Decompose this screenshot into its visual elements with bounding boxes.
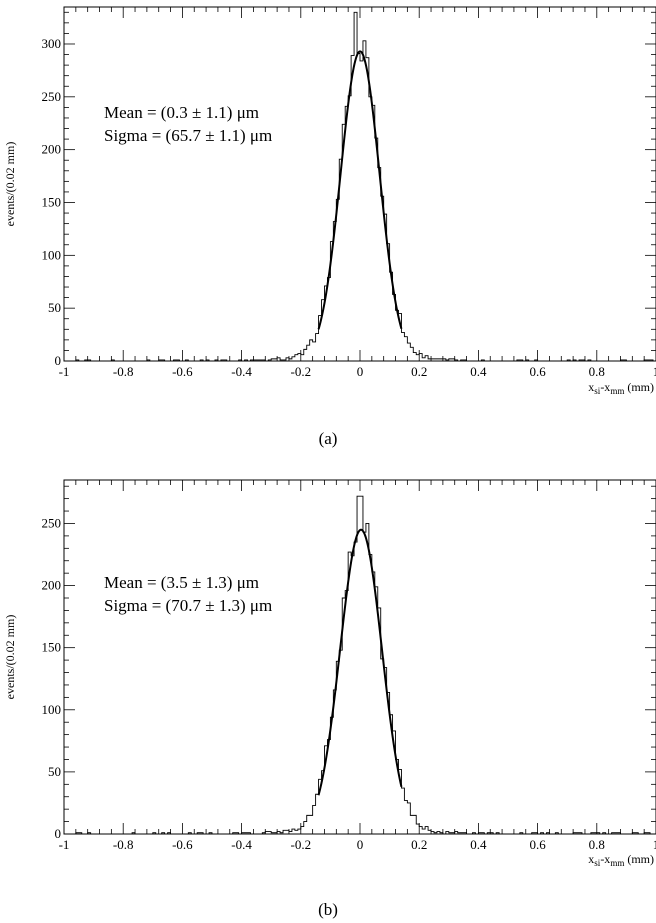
- y-tick-labels-b: 0 50 100 150 200 250: [42, 515, 62, 841]
- y-tick-label: 100: [42, 247, 62, 262]
- x-tick-label: 0.6: [529, 364, 546, 379]
- x-tick-label: -1: [59, 364, 70, 379]
- y-axis-title-a: events/(0.02 mm): [3, 142, 17, 227]
- x-tick-label: 0.8: [589, 837, 605, 852]
- x-tick-label: -0.6: [172, 364, 193, 379]
- y-tick-label: 250: [42, 89, 62, 104]
- histogram-a: [64, 11, 656, 362]
- x-tick-label: -0.8: [113, 837, 134, 852]
- y-tick-label: 50: [48, 764, 61, 779]
- mean-annotation-b: Mean = (3.5 ± 1.3) μm: [104, 573, 259, 592]
- y-tick-labels-a: 0 50 100 150 200 250 300: [42, 36, 62, 368]
- plot-frame-a: [63, 6, 656, 362]
- gaussian-fit-curve: [317, 528, 403, 796]
- x-tick-label: 0.8: [589, 364, 605, 379]
- sigma-annotation-b: Sigma = (70.7 ± 1.3) μm: [104, 596, 272, 615]
- x-tick-label: -0.6: [172, 837, 193, 852]
- y-tick-label: 250: [42, 515, 62, 530]
- y-tick-label: 200: [42, 142, 62, 157]
- panel-a: -1 -0.8 -0.6 -0.4 -0.2 0 0.2 0.4 0.6 0.8 1 0 50 100 1…: [3, 6, 656, 448]
- x-tick-label: -1: [59, 837, 70, 852]
- gaussian-fit-a: [317, 50, 403, 330]
- x-axis-title-a: xsi-xmm (mm): [588, 380, 654, 396]
- ticks-b: [63, 480, 656, 835]
- x-tick-label: 0.6: [529, 837, 546, 852]
- y-tick-label: 50: [48, 300, 61, 315]
- sigma-annotation-a: Sigma = (65.7 ± 1.1) μm: [104, 126, 272, 145]
- x-tick-label: 0: [357, 364, 364, 379]
- y-tick-label: 200: [42, 578, 62, 593]
- x-tick-label: 0.4: [470, 837, 487, 852]
- histogram-outline: [64, 495, 656, 835]
- x-axis-title-b: xsi-xmm (mm): [588, 852, 654, 868]
- gaussian-fit-curve: [317, 50, 403, 330]
- x-tick-label: -0.8: [113, 364, 134, 379]
- histogram-b: [64, 495, 656, 835]
- y-tick-label: 0: [55, 826, 62, 841]
- y-tick-label: 150: [42, 194, 62, 209]
- y-axis-title-b: events/(0.02 mm): [3, 615, 17, 700]
- x-tick-label: 0.2: [411, 364, 427, 379]
- x-tick-label: 0.2: [411, 837, 427, 852]
- x-tick-labels-a: -1 -0.8 -0.6 -0.4 -0.2 0 0.2 0.4 0.6 0.8 1: [59, 364, 656, 379]
- panel-caption-b: (b): [318, 900, 338, 919]
- x-tick-labels-b: -1 -0.8 -0.6 -0.4 -0.2 0 0.2 0.4 0.6 0.8 1: [59, 837, 656, 852]
- x-tick-label: -0.2: [291, 837, 312, 852]
- y-tick-label: 100: [42, 702, 62, 717]
- x-tick-label: 0: [357, 837, 364, 852]
- y-tick-label: 0: [55, 353, 62, 368]
- histogram-outline: [64, 11, 656, 362]
- x-tick-label: 1: [653, 837, 656, 852]
- mean-annotation-a: Mean = (0.3 ± 1.1) μm: [104, 103, 259, 122]
- x-tick-label: -0.4: [231, 364, 252, 379]
- panel-b: -1 -0.8 -0.6 -0.4 -0.2 0 0.2 0.4 0.6 0.8 1 0 50 100 1…: [3, 479, 656, 919]
- x-tick-label: 0.4: [470, 364, 487, 379]
- panel-caption-a: (a): [319, 429, 338, 448]
- ticks-a: [63, 7, 656, 362]
- x-tick-label: -0.4: [231, 837, 252, 852]
- plot-frame-b: [63, 479, 656, 835]
- x-tick-label: 1: [653, 364, 656, 379]
- x-tick-label: -0.2: [291, 364, 312, 379]
- y-tick-label: 300: [42, 36, 62, 51]
- gaussian-fit-b: [317, 528, 403, 796]
- y-tick-label: 150: [42, 640, 62, 655]
